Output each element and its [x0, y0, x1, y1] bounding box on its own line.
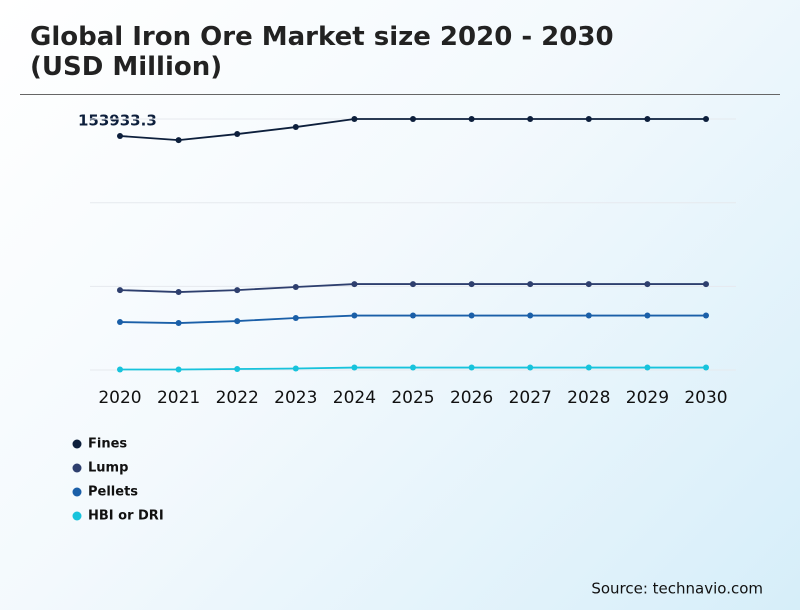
point — [468, 116, 475, 122]
point — [585, 364, 592, 371]
legend-label: Fines — [88, 437, 127, 452]
point — [292, 284, 299, 291]
x-tick-label: 2024 — [333, 388, 376, 408]
series-line — [119, 118, 706, 141]
x-tick-label: 2021 — [157, 388, 200, 408]
x-tick-label: 2029 — [626, 388, 669, 408]
point — [410, 116, 416, 122]
point — [527, 116, 534, 122]
x-tick-label: 2023 — [274, 388, 317, 408]
point — [644, 312, 651, 319]
source: Source: technavio.com — [591, 580, 763, 598]
point — [585, 116, 592, 122]
legend-label: Pellets — [88, 485, 138, 500]
point — [117, 133, 123, 140]
point — [644, 116, 651, 122]
point — [175, 137, 182, 144]
x-tick-label: 2028 — [567, 388, 610, 408]
x-tick-label: 2025 — [391, 388, 434, 408]
point — [117, 319, 123, 326]
legend-marker — [72, 487, 82, 497]
legend-marker — [72, 463, 82, 473]
point — [175, 320, 182, 327]
point — [234, 366, 241, 373]
point — [527, 281, 534, 288]
point — [468, 364, 475, 371]
point — [644, 281, 651, 288]
point — [410, 281, 416, 288]
x-tick-label: 2022 — [216, 388, 259, 408]
point — [410, 364, 416, 371]
point — [468, 312, 475, 319]
point — [234, 131, 241, 138]
point — [527, 364, 534, 371]
point — [703, 364, 709, 371]
point — [292, 124, 299, 131]
x-tick-label: 2020 — [98, 388, 141, 408]
point — [234, 287, 241, 294]
x-tick-label: 2026 — [450, 388, 493, 408]
point — [703, 312, 709, 319]
point — [703, 116, 709, 122]
x-tick-label: 2030 — [684, 388, 727, 408]
point — [351, 312, 358, 319]
point — [117, 366, 123, 373]
point — [292, 365, 299, 372]
point — [585, 281, 592, 288]
point — [175, 289, 182, 296]
chart-title: Global Iron Ore Market size 2020 - 2030 … — [30, 22, 614, 82]
point — [410, 312, 416, 319]
point — [234, 318, 241, 325]
legend-label: HBI or DRI — [88, 509, 164, 524]
point — [703, 281, 709, 288]
legend-label: Lump — [88, 461, 128, 476]
point — [351, 364, 358, 371]
point — [527, 312, 534, 319]
point — [175, 366, 182, 373]
annotation: 153933.3 — [78, 112, 157, 130]
legend-marker — [72, 439, 82, 449]
point — [351, 116, 358, 122]
point — [585, 312, 592, 319]
point — [351, 281, 358, 288]
title-rule — [20, 94, 780, 95]
legend-marker — [72, 511, 82, 521]
point — [292, 314, 299, 321]
point — [117, 287, 123, 294]
x-tick-label: 2027 — [509, 388, 552, 408]
point — [468, 281, 475, 288]
point — [644, 364, 651, 371]
